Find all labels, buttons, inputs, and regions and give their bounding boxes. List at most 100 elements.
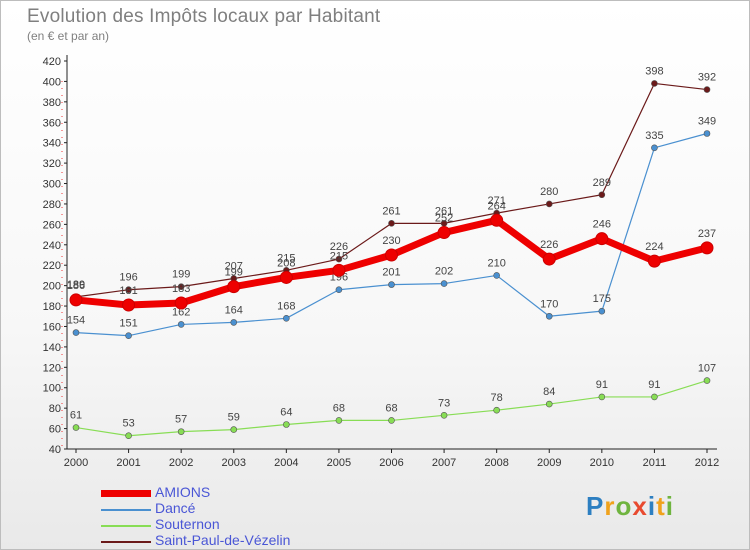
- logo-letter: o: [615, 491, 633, 521]
- data-point: [72, 424, 80, 431]
- data-label: 226: [330, 241, 348, 253]
- data-label: 261: [435, 205, 453, 217]
- data-point: [388, 220, 395, 227]
- data-point: [177, 428, 185, 435]
- data-label: 202: [435, 266, 453, 278]
- data-label: 349: [698, 115, 716, 127]
- data-label: 61: [70, 410, 82, 422]
- data-point: [651, 80, 658, 87]
- x-tick-label: 2004: [274, 457, 298, 469]
- data-point: [174, 296, 188, 310]
- data-point: [545, 312, 553, 320]
- y-tick-label: 300: [43, 179, 61, 191]
- data-point: [125, 432, 132, 440]
- data-label: 210: [487, 257, 505, 269]
- logo-letter: i: [647, 491, 657, 521]
- data-point: [703, 130, 711, 137]
- y-tick-label: 340: [43, 138, 61, 150]
- data-label: 170: [540, 298, 558, 310]
- legend-swatch: [101, 525, 151, 527]
- data-label: 91: [648, 379, 660, 391]
- data-label: 68: [333, 402, 345, 414]
- data-point: [437, 226, 451, 240]
- data-point: [493, 406, 500, 414]
- y-tick-label: 80: [49, 403, 61, 415]
- data-label: 78: [491, 392, 503, 404]
- data-point: [335, 417, 343, 424]
- data-label: 230: [382, 235, 400, 247]
- data-point: [700, 241, 714, 255]
- data-point: [647, 254, 661, 268]
- data-point: [703, 86, 711, 93]
- x-tick-label: 2000: [64, 457, 88, 469]
- y-tick-label: 380: [43, 97, 61, 109]
- data-label: 398: [645, 65, 663, 77]
- data-point: [385, 248, 398, 262]
- data-label: 199: [172, 269, 190, 281]
- data-label: 215: [277, 252, 295, 264]
- data-point: [279, 270, 293, 284]
- data-point: [598, 393, 606, 401]
- data-point: [440, 280, 448, 287]
- legend-label: Saint-Paul-de-Vézelin: [155, 532, 291, 548]
- x-tick-label: 2011: [643, 457, 667, 469]
- data-point: [177, 283, 185, 290]
- x-tick-label: 2009: [537, 457, 561, 469]
- legend-label: AMIONS: [155, 484, 211, 500]
- data-point: [651, 393, 658, 401]
- y-tick-label: 200: [43, 281, 61, 293]
- data-label: 207: [225, 260, 243, 272]
- data-label: 226: [540, 239, 558, 251]
- data-label: 68: [385, 402, 397, 414]
- data-label: 162: [172, 306, 190, 318]
- data-label: 271: [487, 195, 505, 207]
- data-point: [388, 417, 395, 424]
- y-tick-label: 100: [43, 383, 61, 395]
- data-label: 186: [67, 280, 85, 292]
- y-tick-label: 160: [43, 321, 61, 333]
- x-tick-label: 2006: [379, 457, 403, 469]
- data-label: 151: [119, 318, 137, 330]
- data-point: [72, 329, 80, 336]
- data-point: [230, 319, 238, 326]
- data-point: [227, 280, 241, 294]
- data-label: 57: [175, 414, 187, 426]
- data-label: 64: [280, 406, 292, 418]
- x-tick-label: 2003: [222, 457, 246, 469]
- logo-letter: i: [665, 491, 674, 521]
- data-label: 168: [277, 300, 295, 312]
- y-tick-label: 40: [49, 444, 61, 456]
- legend-swatch: [101, 541, 151, 543]
- data-point: [651, 144, 658, 152]
- data-point: [545, 400, 553, 408]
- data-point: [598, 307, 606, 315]
- logo-letter: r: [604, 491, 616, 521]
- data-label: 264: [487, 200, 505, 212]
- chart-title: Evolution des Impôts locaux par Habitant: [27, 6, 381, 27]
- data-label: 107: [698, 363, 716, 375]
- data-point: [230, 426, 238, 433]
- data-label: 181: [119, 285, 137, 297]
- data-point: [440, 412, 448, 419]
- data-point: [125, 286, 132, 294]
- data-label: 208: [277, 257, 295, 269]
- data-label: 196: [119, 272, 137, 284]
- data-point: [598, 191, 606, 199]
- logo-letter: x: [632, 491, 648, 521]
- data-label: 215: [330, 250, 348, 262]
- data-label: 73: [438, 397, 450, 409]
- legend-label: Dancé: [155, 500, 196, 516]
- series-line-amions: [72, 216, 711, 309]
- data-point: [490, 213, 504, 227]
- series-line-saint-paul-de-v-zelin: [75, 82, 708, 298]
- y-tick-label: 140: [43, 342, 61, 354]
- x-tick-label: 2002: [169, 457, 193, 469]
- x-tick-label: 2012: [695, 457, 719, 469]
- y-tick-label: 240: [43, 240, 61, 252]
- data-label: 84: [543, 386, 555, 398]
- data-point: [335, 255, 343, 263]
- data-label: 154: [67, 315, 85, 327]
- data-label: 289: [593, 177, 611, 189]
